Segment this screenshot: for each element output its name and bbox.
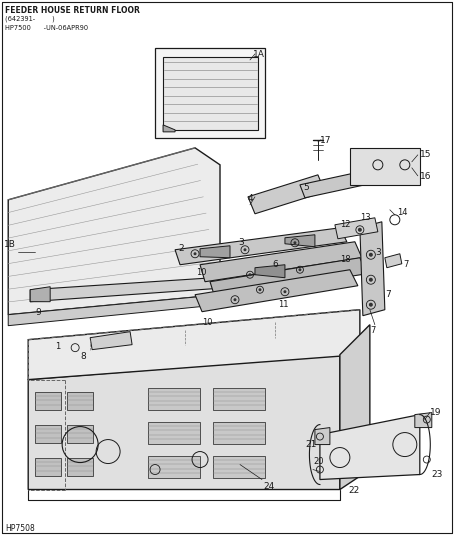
Text: HP7508: HP7508 [5, 525, 35, 533]
Polygon shape [340, 325, 370, 489]
Circle shape [193, 252, 197, 255]
Circle shape [233, 298, 237, 301]
Polygon shape [320, 414, 420, 480]
Polygon shape [155, 48, 265, 138]
Polygon shape [415, 413, 432, 428]
Text: 15: 15 [420, 150, 431, 159]
Text: 7: 7 [385, 290, 390, 299]
Polygon shape [8, 148, 220, 315]
Text: 3: 3 [238, 238, 244, 247]
Polygon shape [335, 218, 378, 239]
Circle shape [369, 253, 373, 257]
Polygon shape [148, 388, 200, 410]
Circle shape [293, 241, 296, 244]
Text: 10: 10 [202, 318, 212, 326]
Polygon shape [28, 310, 360, 379]
Text: 12: 12 [340, 220, 350, 229]
Text: 5: 5 [303, 183, 309, 192]
Polygon shape [67, 458, 93, 475]
Text: 14: 14 [397, 208, 407, 217]
Polygon shape [200, 246, 230, 258]
Text: 17: 17 [320, 136, 331, 145]
Polygon shape [265, 280, 295, 294]
Polygon shape [35, 425, 61, 443]
Circle shape [243, 248, 247, 251]
Polygon shape [35, 392, 61, 410]
Text: 1B: 1B [4, 240, 16, 249]
Text: 11: 11 [278, 300, 288, 309]
Polygon shape [148, 422, 200, 444]
Text: 23: 23 [432, 470, 443, 479]
Circle shape [258, 288, 262, 291]
Text: 7: 7 [403, 260, 408, 269]
Polygon shape [67, 425, 93, 443]
Polygon shape [163, 57, 258, 130]
Polygon shape [28, 355, 340, 489]
Polygon shape [350, 148, 420, 185]
Polygon shape [30, 270, 340, 302]
Polygon shape [213, 388, 265, 410]
Text: 2: 2 [178, 244, 184, 253]
Polygon shape [8, 295, 220, 326]
Text: FEEDER HOUSE RETURN FLOOR: FEEDER HOUSE RETURN FLOOR [5, 6, 140, 15]
Polygon shape [315, 428, 330, 444]
Polygon shape [210, 258, 367, 297]
Polygon shape [248, 175, 325, 214]
Circle shape [248, 273, 252, 276]
Text: 22: 22 [348, 486, 359, 495]
Text: 3: 3 [375, 248, 380, 257]
Text: 10: 10 [196, 268, 207, 277]
Text: 18: 18 [340, 255, 350, 264]
Polygon shape [195, 270, 358, 312]
Circle shape [283, 290, 286, 293]
Circle shape [358, 228, 362, 232]
Polygon shape [163, 125, 175, 132]
Polygon shape [315, 268, 340, 282]
Polygon shape [385, 254, 402, 268]
Text: 24: 24 [263, 481, 274, 490]
Text: 16: 16 [420, 172, 431, 181]
Polygon shape [285, 235, 315, 247]
Polygon shape [175, 228, 347, 265]
Polygon shape [148, 456, 200, 478]
Polygon shape [255, 265, 285, 278]
Text: 7: 7 [370, 326, 375, 334]
Polygon shape [67, 392, 93, 410]
Text: (642391-        ): (642391- ) [5, 16, 55, 23]
Text: 20: 20 [313, 457, 323, 466]
Text: 6: 6 [272, 260, 278, 269]
Polygon shape [200, 242, 362, 282]
Circle shape [369, 278, 373, 282]
Polygon shape [90, 332, 132, 349]
Text: 8: 8 [80, 352, 86, 361]
Polygon shape [300, 172, 365, 198]
Circle shape [298, 268, 301, 271]
Text: 1A: 1A [253, 50, 265, 59]
Polygon shape [213, 456, 265, 478]
Circle shape [369, 303, 373, 307]
Polygon shape [213, 422, 265, 444]
Text: 1: 1 [55, 341, 60, 351]
Text: 19: 19 [430, 407, 441, 416]
Text: 21: 21 [305, 440, 316, 449]
Polygon shape [35, 458, 61, 475]
Text: 4: 4 [248, 194, 254, 203]
Text: 13: 13 [360, 213, 370, 222]
Text: 9: 9 [35, 308, 41, 317]
Polygon shape [30, 287, 50, 302]
Text: HP7500      -UN-06APR90: HP7500 -UN-06APR90 [5, 25, 89, 31]
Polygon shape [360, 222, 385, 316]
